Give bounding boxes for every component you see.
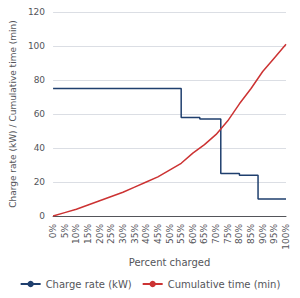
svg-text:15%: 15% — [83, 224, 93, 244]
svg-text:80: 80 — [34, 75, 46, 85]
svg-text:40: 40 — [34, 143, 46, 153]
svg-text:35%: 35% — [130, 224, 140, 244]
svg-text:60: 60 — [34, 109, 46, 119]
svg-text:10%: 10% — [71, 224, 81, 244]
svg-text:95%: 95% — [269, 224, 279, 244]
svg-text:100: 100 — [28, 41, 45, 51]
svg-text:50%: 50% — [165, 224, 175, 244]
svg-text:65%: 65% — [199, 224, 209, 244]
svg-text:20%: 20% — [95, 224, 105, 244]
svg-text:20: 20 — [34, 177, 46, 187]
svg-text:5%: 5% — [60, 224, 70, 239]
svg-text:Cumulative time (min): Cumulative time (min) — [168, 279, 281, 290]
svg-text:45%: 45% — [153, 224, 163, 244]
svg-text:60%: 60% — [188, 224, 198, 244]
svg-text:100%: 100% — [281, 224, 291, 250]
svg-text:Charge rate (kW) / Cumulative: Charge rate (kW) / Cumulative time (min) — [8, 20, 18, 208]
svg-text:80%: 80% — [234, 224, 244, 244]
svg-text:30%: 30% — [118, 224, 128, 244]
svg-text:75%: 75% — [223, 224, 233, 244]
svg-text:25%: 25% — [106, 224, 116, 244]
svg-text:40%: 40% — [141, 224, 151, 244]
svg-text:0%: 0% — [48, 224, 58, 239]
svg-text:120: 120 — [28, 7, 45, 17]
svg-text:0: 0 — [39, 211, 45, 221]
svg-text:85%: 85% — [246, 224, 256, 244]
svg-text:Percent charged: Percent charged — [129, 257, 211, 268]
svg-text:90%: 90% — [258, 224, 268, 244]
svg-text:Charge rate (kW): Charge rate (kW) — [46, 279, 132, 290]
svg-text:70%: 70% — [211, 224, 221, 244]
svg-text:55%: 55% — [176, 224, 186, 244]
